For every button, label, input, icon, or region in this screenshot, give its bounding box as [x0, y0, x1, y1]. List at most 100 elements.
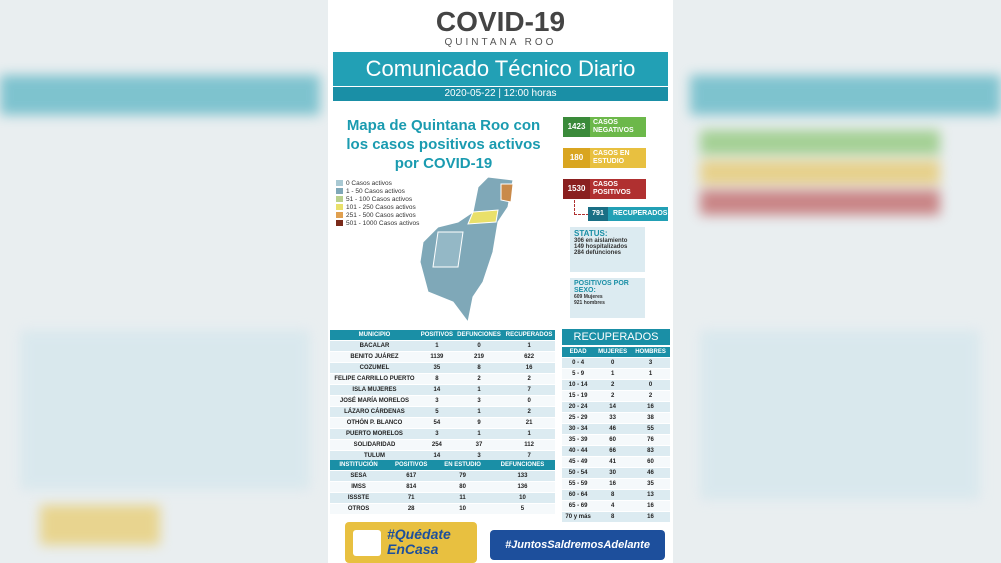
table-cell: 0: [454, 340, 504, 352]
legend-swatch: [336, 212, 343, 218]
table-row: 65 - 69 4 16: [562, 500, 670, 512]
stat-box: 1530 CASOS POSITIVOS: [563, 179, 646, 199]
table-cell: 50 - 54: [562, 467, 595, 479]
table-cell: 25 - 29: [562, 412, 595, 424]
header-cell: HOMBRES: [631, 347, 670, 358]
legend-item: 101 - 250 Casos activos: [336, 203, 419, 211]
recovered-box: 791 RECUPERADOS: [588, 207, 668, 221]
table-cell: 0: [503, 395, 555, 407]
table-row: 20 - 24 14 16: [562, 401, 670, 413]
table-cell: 219: [454, 351, 504, 363]
bg-strip: [20, 330, 310, 490]
table-cell: 2: [503, 373, 555, 385]
legend-swatch: [336, 188, 343, 194]
status-line: 149 hospitalizados: [574, 244, 628, 250]
table-row: LÁZARO CÁRDENAS 5 1 2: [330, 406, 555, 418]
table-cell: COZUMEL: [330, 362, 419, 374]
table-cell: 55 - 59: [562, 478, 595, 490]
table-cell: FELIPE CARRILLO PUERTO: [330, 373, 419, 385]
bg-strip: [40, 505, 160, 545]
bg-strip: [690, 75, 1001, 115]
table-cell: 2: [454, 373, 504, 385]
legend-label: 0 Casos activos: [346, 179, 392, 187]
table-cell: 28: [387, 503, 436, 515]
table-cell: 80: [435, 481, 490, 493]
table-cell: SOLIDARIDAD: [330, 439, 419, 451]
header-cell: POSITIVOS: [418, 330, 455, 341]
table-cell: 46: [594, 423, 632, 435]
header-cell: EDAD: [562, 347, 595, 358]
infographic: COVID-19 QUINTANA ROO Comunicado Técnico…: [328, 0, 673, 563]
table-cell: BENITO JUÁREZ: [330, 351, 419, 363]
table-row: SESA 617 79 133: [330, 470, 555, 482]
table-row: 15 - 19 2 2: [562, 390, 670, 402]
table-cell: 814: [387, 481, 436, 493]
table-cell: 617: [387, 470, 436, 482]
table-cell: JOSÉ MARÍA MORELOS: [330, 395, 419, 407]
legend: 0 Casos activos 1 - 50 Casos activos 51 - …: [336, 179, 419, 227]
table-cell: 38: [631, 412, 670, 424]
table-cell: 46: [631, 467, 670, 479]
bg-strip: [700, 160, 940, 185]
table-cell: 5 - 9: [562, 368, 595, 380]
table-cell: 8: [454, 362, 504, 374]
table-row: FELIPE CARRILLO PUERTO 8 2 2: [330, 373, 555, 385]
table-cell: 40 - 44: [562, 445, 595, 457]
table-cell: 1: [503, 340, 555, 352]
table-row: JOSÉ MARÍA MORELOS 3 3 0: [330, 395, 555, 407]
header-cell: DEFUNCIONES: [454, 330, 504, 341]
legend-item: 51 - 100 Casos activos: [336, 195, 419, 203]
table-cell: 7: [503, 384, 555, 396]
stat-label: CASOS POSITIVOS: [593, 181, 631, 196]
table-cell: 8: [594, 489, 632, 501]
table-cell: BACALAR: [330, 340, 419, 352]
map: [419, 176, 514, 324]
table-cell: 33: [594, 412, 632, 424]
table-cell: 35: [631, 478, 670, 490]
table-cell: 3: [418, 395, 455, 407]
table-cell: 3: [454, 395, 504, 407]
table-cell: 30: [594, 467, 632, 479]
table-cell: 14: [594, 401, 632, 413]
sexo-line: 921 hombres: [574, 300, 605, 306]
table-cell: 10 - 14: [562, 379, 595, 391]
table-body: BACALAR 1 0 1 BENITO JUÁREZ 1139 219 622 COZUMEL…: [330, 340, 555, 462]
table-cell: 0 - 4: [562, 357, 595, 369]
stat-label: CASOS EN ESTUDIO: [593, 150, 630, 165]
table-row: 50 - 54 30 46: [562, 467, 670, 479]
instituciones-table: INSTITUCIÓN POSITIVOS EN ESTUDIO DEFUNCIONE…: [330, 460, 555, 515]
banner: Comunicado Técnico Diario: [333, 52, 668, 86]
header-cell: POSITIVOS: [387, 460, 436, 471]
table-cell: 3: [631, 357, 670, 369]
quedate-line: EnCasa: [387, 541, 439, 557]
recovered-label: RECUPERADOS: [613, 210, 668, 217]
table-row: ISSSTE 71 11 10: [330, 492, 555, 504]
table-row: 35 - 39 60 76: [562, 434, 670, 446]
house-icon: [353, 530, 381, 556]
bg-strip: [700, 330, 980, 500]
table-cell: 2: [594, 390, 632, 402]
table-cell: 11: [435, 492, 490, 504]
connector: [574, 200, 589, 215]
table-cell: 8: [418, 373, 455, 385]
table-cell: 60 - 64: [562, 489, 595, 501]
table-cell: 5: [418, 406, 455, 418]
table-cell: 622: [503, 351, 555, 363]
logo-title: COVID-19: [435, 6, 566, 37]
table-cell: 112: [503, 439, 555, 451]
table-cell: OTROS: [330, 503, 388, 515]
table-cell: 54: [418, 417, 455, 429]
table-cell: 16: [503, 362, 555, 374]
table-cell: ISLA MUJERES: [330, 384, 419, 396]
table-cell: 60: [594, 434, 632, 446]
legend-swatch: [336, 180, 343, 186]
legend-label: 251 - 500 Casos activos: [346, 211, 416, 219]
quedate-text: #Quédate EnCasa: [387, 527, 451, 557]
table-cell: OTHÓN P. BLANCO: [330, 417, 419, 429]
table-cell: 1: [418, 340, 455, 352]
legend-swatch: [336, 196, 343, 202]
table-cell: 30 - 34: [562, 423, 595, 435]
